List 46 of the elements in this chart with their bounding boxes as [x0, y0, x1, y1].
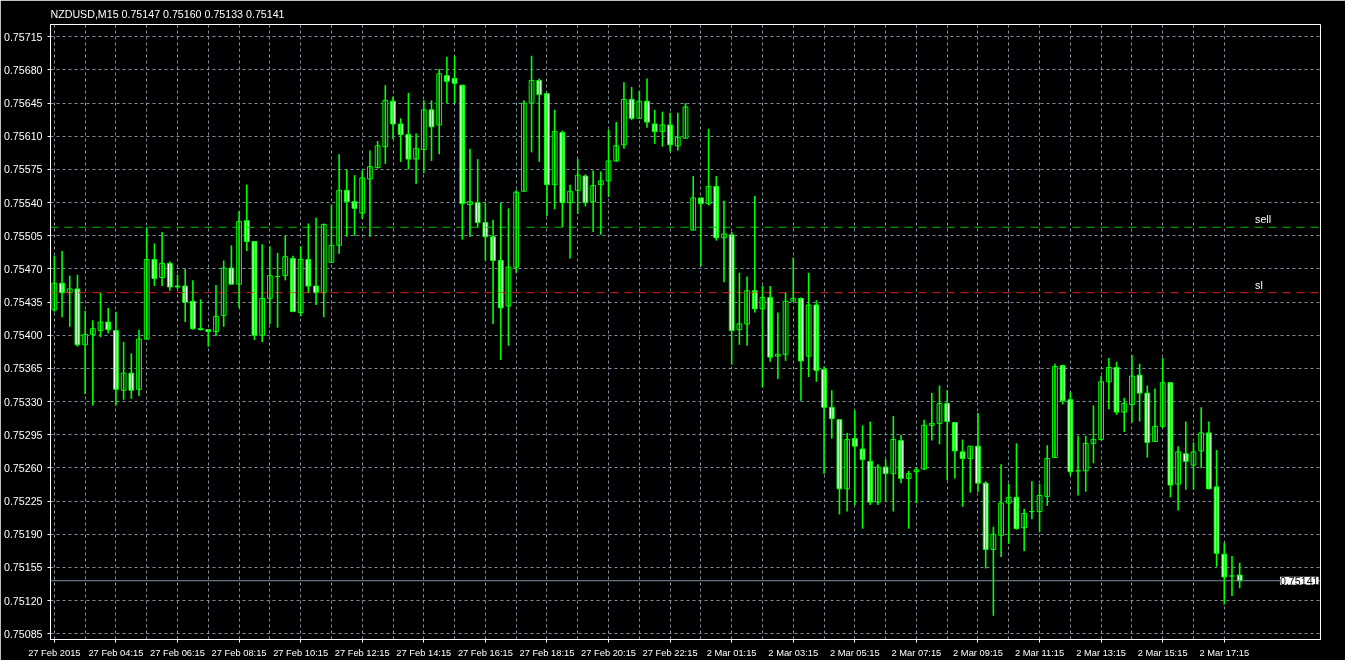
x-tick-label: 27 Feb 10:15 [273, 647, 329, 658]
y-tick-label: 0.75365 [3, 362, 43, 375]
y-tick-label: 0.75610 [3, 130, 43, 143]
y-tick-label: 0.75085 [3, 627, 43, 640]
y-tick-label: 0.75645 [3, 97, 43, 110]
x-tick-label: 27 Feb 20:15 [581, 647, 637, 658]
y-tick-label: 0.75435 [3, 296, 43, 309]
ref-line-label: sl [1255, 278, 1263, 291]
y-tick-label: 0.75190 [3, 528, 43, 541]
x-tick-label: 2 Mar 17:15 [1199, 647, 1250, 658]
y-tick-label: 0.75575 [3, 163, 43, 176]
x-tick-label: 2 Mar 11:15 [1015, 647, 1065, 658]
y-tick-label: 0.75260 [3, 461, 43, 474]
x-tick-label: 27 Feb 06:15 [150, 647, 205, 658]
chart-title: NZDUSD,M15 0.75147 0.75160 0.75133 0.75141 [50, 7, 285, 20]
y-tick-label: 0.75400 [3, 329, 43, 342]
candlestick [1136, 362, 1143, 423]
x-tick-label: 2 Mar 05:15 [829, 647, 880, 658]
y-tick-label: 0.75155 [3, 561, 43, 574]
y-tick-label: 0.75330 [3, 395, 43, 408]
y-tick-label: 0.75295 [3, 428, 43, 441]
y-tick-label: 0.75680 [3, 63, 43, 76]
x-tick-label: 27 Feb 2015 [28, 647, 81, 658]
y-tick-label: 0.75470 [3, 262, 43, 275]
x-tick-label: 2 Mar 01:15 [706, 647, 757, 658]
y-tick-label: 0.75715 [3, 30, 43, 43]
x-tick-label: 27 Feb 22:15 [642, 647, 698, 658]
x-tick-label: 27 Feb 12:15 [334, 647, 390, 658]
x-tick-label: 27 Feb 14:15 [396, 647, 452, 658]
x-tick-label: 27 Feb 16:15 [457, 647, 513, 658]
candlestick [859, 424, 866, 530]
x-tick-label: 2 Mar 15:15 [1137, 647, 1188, 658]
y-tick-label: 0.75120 [3, 594, 43, 607]
x-tick-label: 27 Feb 08:15 [211, 647, 267, 658]
x-tick-label: 2 Mar 13:15 [1076, 647, 1127, 658]
x-tick-label: 2 Mar 03:15 [768, 647, 819, 658]
ref-line-label: 0.75141 [1279, 574, 1319, 587]
x-tick-label: 27 Feb 04:15 [88, 647, 144, 658]
candlestick [451, 54, 458, 104]
ref-line-label: sell [1255, 213, 1272, 226]
y-tick-label: 0.75540 [3, 196, 43, 209]
x-tick-label: 27 Feb 18:15 [519, 647, 575, 658]
y-tick-label: 0.75505 [3, 229, 43, 242]
x-tick-label: 2 Mar 07:15 [891, 647, 942, 658]
x-tick-label: 2 Mar 09:15 [953, 647, 1003, 658]
y-tick-label: 0.75225 [3, 495, 43, 508]
